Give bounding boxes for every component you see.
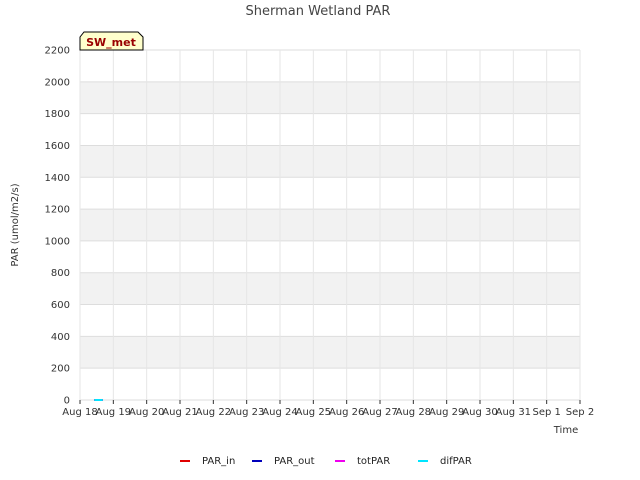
- x-tick-label: Aug 19: [96, 407, 131, 418]
- y-tick-label: 1800: [45, 109, 70, 120]
- y-tick-label: 1400: [45, 173, 70, 184]
- x-axis-title: Time: [553, 425, 578, 436]
- chart-title: Sherman Wetland PAR: [246, 4, 391, 19]
- x-tick-label: Aug 31: [496, 407, 531, 418]
- y-tick-label: 1000: [45, 236, 70, 247]
- legend-label-par_in: PAR_in: [202, 456, 235, 467]
- y-axis-ticks: 0 200 400 600 800 1000 1200 1400 1600 1800 2000 220…: [45, 46, 70, 407]
- x-tick-label: Aug 29: [429, 407, 464, 418]
- plot-band: [80, 81, 580, 114]
- x-tick-label: Aug 28: [396, 407, 431, 418]
- y-tick-label: 1600: [45, 141, 70, 152]
- y-tick-label: 0: [64, 396, 70, 407]
- y-tick-label: 600: [51, 300, 70, 311]
- station-badge-box: [79, 31, 144, 51]
- y-tick-label: 800: [51, 268, 70, 279]
- x-tick-label: Sep 2: [566, 407, 594, 418]
- legend-label-par_out: PAR_out: [274, 456, 315, 467]
- plot-band: [80, 209, 580, 241]
- legend-label-totpar: totPAR: [357, 456, 390, 467]
- x-tick-label: Aug 27: [362, 407, 397, 418]
- station-badge-label: SW_met: [86, 36, 136, 49]
- y-tick-label: 200: [51, 364, 70, 375]
- y-axis-title: PAR (umol/m2/s): [10, 183, 21, 266]
- x-tick-label: Aug 22: [196, 407, 231, 418]
- x-tick-label: Aug 18: [62, 407, 97, 418]
- x-tick-label: Aug 20: [129, 407, 164, 418]
- y-tick-label: 2000: [45, 77, 70, 88]
- y-tick-label: 400: [51, 332, 70, 343]
- x-tick-label: Aug 24: [262, 407, 297, 418]
- legend-label-difpar: difPAR: [440, 456, 472, 467]
- x-tick-label: Aug 25: [296, 407, 331, 418]
- gridlines: [79, 49, 581, 401]
- x-tick-label: Aug 21: [162, 407, 197, 418]
- plot-band: [80, 272, 580, 305]
- x-tick-label: Sep 1: [532, 407, 560, 418]
- plot-band: [80, 145, 580, 178]
- y-tick-label: 1200: [45, 205, 70, 216]
- plot-bands: [80, 50, 580, 400]
- station-badge: SW_met: [79, 31, 144, 51]
- x-tick-label: Aug 30: [462, 407, 497, 418]
- plot-band: [80, 336, 580, 369]
- legend: PAR_in PAR_out totPAR difPAR: [180, 456, 472, 467]
- x-tick-label: Aug 23: [229, 407, 264, 418]
- x-tick-label: Aug 26: [329, 407, 364, 418]
- y-tick-label: 2200: [45, 46, 70, 57]
